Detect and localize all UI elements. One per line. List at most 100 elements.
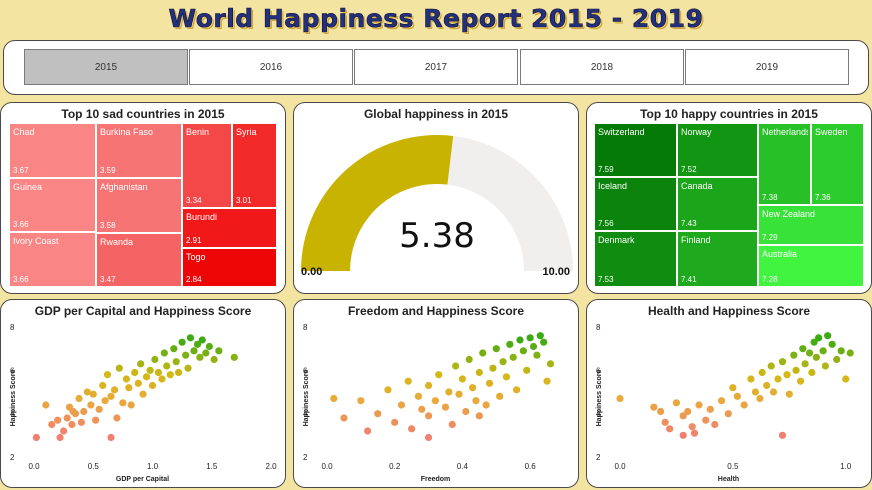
tab-2017[interactable]: 2017: [354, 49, 518, 85]
treemap-cell-afghanistan[interactable]: Afghanistan 3.58: [96, 178, 182, 233]
scatter-point: [774, 375, 782, 383]
x-axis-label: GDP per Capital: [116, 476, 169, 483]
scatter-point: [519, 347, 527, 355]
treemap-cell-burkina-faso[interactable]: Burkina Faso 3.59: [96, 123, 182, 178]
scatter-point: [80, 407, 88, 416]
scatter-point: [523, 366, 531, 374]
scatter-point: [154, 368, 163, 377]
scatter-point: [158, 375, 166, 383]
x-tick-label: 0.6: [525, 462, 537, 471]
scatter-point: [95, 405, 103, 413]
scatter-point: [364, 427, 372, 435]
treemap-cell-denmark[interactable]: Denmark 7.53: [594, 231, 677, 287]
scatter-point: [63, 414, 71, 422]
scatter-point: [758, 368, 766, 377]
scatter-point: [455, 390, 463, 398]
scatter-point: [462, 407, 470, 416]
x-tick-label: 1.0: [840, 462, 852, 471]
scatter-point: [482, 401, 490, 409]
sad-countries-title: Top 10 sad countries in 2015: [61, 107, 225, 121]
tab-2018[interactable]: 2018: [520, 49, 684, 85]
tab-2015[interactable]: 2015: [24, 49, 188, 85]
treemap-cell-new-zealand[interactable]: New Zealand 7.29: [758, 205, 864, 245]
y-tick-label: 2: [10, 453, 15, 462]
treemap-cell-australia[interactable]: Australia 7.28: [758, 245, 864, 287]
tab-2019[interactable]: 2019: [685, 49, 849, 85]
scatter-point: [733, 392, 741, 400]
scatter-point: [458, 375, 467, 383]
treemap-cell-finland[interactable]: Finland 7.41: [677, 231, 758, 287]
scatter-point: [751, 388, 760, 396]
y-tick-label: 8: [303, 323, 308, 332]
tab-2016[interactable]: 2016: [189, 49, 353, 85]
scatter-point: [536, 332, 544, 340]
treemap-cell-rwanda[interactable]: Rwanda 3.47: [96, 233, 182, 287]
scatter-point: [810, 338, 818, 346]
scatter-point: [384, 386, 392, 394]
health-scatter-panel: Health and Happiness Score 2 4 6 8 0.0 0.5 1.0…: [586, 299, 872, 488]
treemap-cell-netherlands[interactable]: Netherlands 7.38: [758, 123, 811, 205]
scatter-point: [142, 373, 151, 381]
scatter-point: [650, 403, 658, 411]
scatter-point: [119, 399, 127, 407]
scatter-point: [190, 347, 198, 355]
scatter-point: [448, 420, 456, 429]
scatter-point: [706, 405, 714, 413]
dashboard-title: World Happiness Report 2015 - 2019: [168, 4, 704, 34]
scatter-point: [502, 373, 511, 381]
y-tick-label: 8: [596, 323, 601, 332]
freedom-scatter-title: Freedom and Happiness Score: [347, 304, 525, 318]
treemap-cell-burundi[interactable]: Burundi 2.91: [182, 208, 277, 248]
y-tick-label: 4: [303, 410, 308, 419]
scatter-point: [107, 392, 115, 400]
treemap-cell-guinea[interactable]: Guinea 3.66: [9, 178, 96, 232]
scatter-point: [806, 349, 814, 357]
gdp-scatter-title: GDP per Capital and Happiness Score: [34, 304, 252, 318]
scatter-point: [127, 401, 135, 409]
scatter-point: [516, 336, 524, 344]
treemap-cell-iceland[interactable]: Iceland 7.56: [594, 177, 677, 231]
health-scatter-title: Health and Happiness Score: [647, 304, 811, 318]
scatter-point: [812, 353, 820, 361]
y-tick-label: 2: [303, 453, 308, 462]
scatter-point: [785, 390, 793, 398]
treemap-cell-switzerland[interactable]: Switzerland 7.59: [594, 123, 677, 177]
scatter-point: [465, 355, 473, 364]
scatter-point: [695, 401, 703, 409]
scatter-point: [391, 418, 399, 426]
treemap-cell-canada[interactable]: Canada 7.43: [677, 177, 758, 231]
scatter-point: [69, 407, 77, 416]
y-axis-label: Happiness Score: [303, 369, 310, 426]
scatter-point: [374, 410, 382, 418]
scatter-point: [506, 340, 514, 348]
gauge-max-label: 10.00: [542, 266, 570, 278]
x-tick-label: 0.5: [727, 462, 739, 471]
treemap-cell-togo[interactable]: Togo 2.84: [182, 248, 277, 287]
scatter-point: [475, 368, 483, 377]
scatter-point: [330, 394, 338, 403]
scatter-point: [170, 345, 178, 353]
scatter-point: [92, 416, 100, 424]
treemap-cell-ivory-coast[interactable]: Ivory Coast 3.66: [9, 232, 96, 287]
treemap-cell-chad[interactable]: Chad 3.67: [9, 123, 96, 178]
treemap-cell-norway[interactable]: Norway 7.52: [677, 123, 758, 177]
scatter-point: [833, 355, 841, 364]
scatter-point: [139, 390, 147, 398]
scatter-point: [198, 336, 206, 344]
scatter-point: [479, 349, 487, 357]
year-slicer: 2015 2016 2017 2018 2019: [3, 40, 869, 95]
treemap-cell-benin[interactable]: Benin 3.34: [182, 123, 232, 208]
y-tick-label: 8: [10, 323, 15, 332]
scatter-point: [679, 412, 687, 420]
scatter-point: [819, 347, 827, 355]
x-tick-label: 0.5: [88, 462, 100, 471]
scatter-point: [616, 394, 624, 403]
scatter-point: [75, 394, 83, 403]
scatter-point: [452, 362, 460, 370]
treemap-cell-sweden[interactable]: Sweden 7.36: [811, 123, 864, 205]
scatter-point: [740, 401, 748, 409]
happy-countries-title: Top 10 happy countries in 2015: [640, 107, 818, 121]
scatter-point: [48, 420, 56, 429]
treemap-cell-syria[interactable]: Syria 3.01: [232, 123, 277, 208]
x-tick-label: 0.0: [28, 462, 40, 471]
